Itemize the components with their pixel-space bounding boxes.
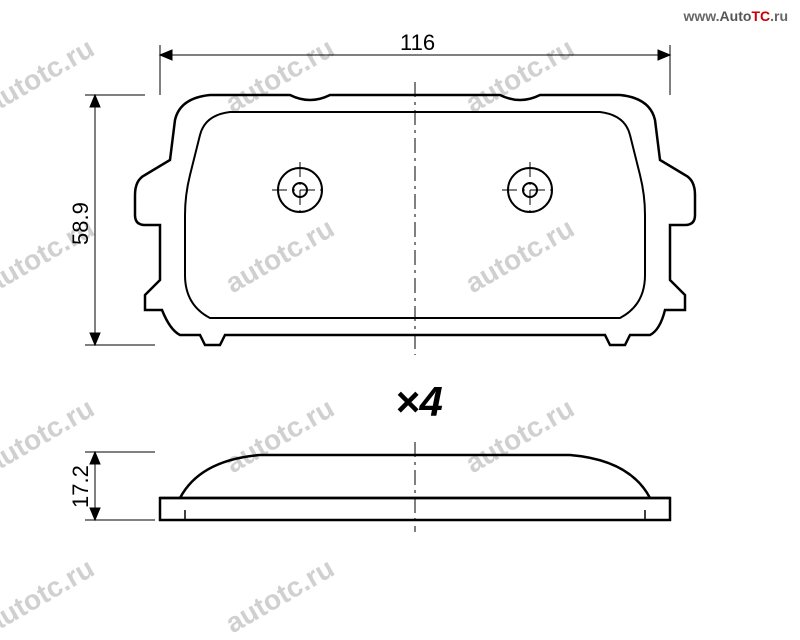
url-tc: TC	[751, 8, 770, 24]
dim-thickness-line	[85, 452, 155, 520]
url-ru: .ru	[770, 8, 788, 24]
centerlines	[272, 82, 558, 355]
dim-width: 116	[400, 30, 435, 56]
dim-height: 58.9	[68, 202, 94, 245]
quantity-label: ×4	[395, 378, 443, 426]
dim-thickness: 17.2	[68, 465, 94, 508]
technical-drawing	[0, 0, 800, 600]
site-url: www.AutoTC.ru	[684, 8, 789, 24]
url-www: www.	[684, 8, 720, 24]
url-auto: Auto	[720, 8, 752, 24]
